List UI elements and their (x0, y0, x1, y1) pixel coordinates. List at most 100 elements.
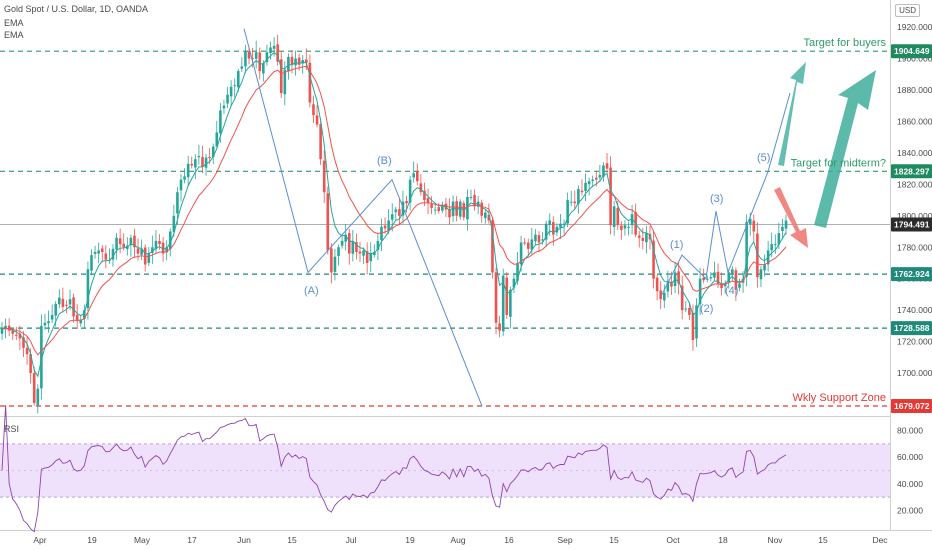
candle-body (29, 354, 32, 374)
wave-label: (B) (377, 155, 392, 167)
candle-body (555, 226, 559, 233)
price-tick-label: 1700.000 (897, 368, 932, 378)
candle-body (79, 319, 83, 324)
candle-body (161, 242, 165, 254)
candle-body (526, 242, 530, 249)
candle-body (688, 307, 691, 315)
candle-body (430, 204, 433, 208)
candle-body (115, 237, 118, 250)
candle-body (580, 190, 584, 193)
price-tick-label: 1780.000 (897, 242, 932, 252)
candle-body (22, 337, 25, 348)
wave-label: (1) (670, 239, 683, 251)
price-tick-label: 1920.000 (897, 22, 932, 32)
candle-body (591, 179, 594, 182)
candle-body (387, 220, 390, 231)
time-tick-label: 17 (187, 535, 197, 545)
time-tick-label: 19 (87, 535, 97, 545)
candle-body (219, 110, 222, 134)
arrows (774, 62, 876, 248)
candle-body (240, 66, 244, 69)
rsi-indicator-label[interactable]: RSI (4, 424, 20, 434)
candle-body (369, 253, 373, 262)
wave-label: (A) (304, 285, 319, 297)
time-tick-label: 15 (609, 535, 619, 545)
candle-body (562, 223, 566, 226)
candle-body (412, 173, 415, 178)
price-tag-label: 1828.297 (894, 166, 930, 176)
candle-body (544, 223, 548, 240)
ema-indicator-label-2[interactable]: EMA (4, 30, 24, 40)
candle-body (573, 201, 577, 204)
candle-body (494, 272, 498, 323)
candle-body (365, 251, 369, 263)
candle-body (487, 214, 491, 221)
candle-body (390, 214, 394, 220)
candle-body (57, 297, 61, 305)
candle-body (165, 247, 168, 253)
candle-body (641, 237, 645, 241)
candle-body (663, 292, 666, 301)
candle-body (136, 248, 140, 254)
candle-body (283, 69, 287, 95)
candle-body (433, 209, 437, 211)
candle-body (695, 305, 698, 339)
candle-body (147, 253, 151, 263)
symbol-title[interactable]: Gold Spot / U.S. Dollar, 1D, OANDA (4, 4, 149, 14)
candle-body (143, 247, 147, 265)
candle-body (605, 163, 609, 169)
candle-body (458, 201, 462, 217)
candle-body (394, 209, 398, 213)
candle-body (398, 209, 401, 216)
candle-body (584, 182, 587, 191)
candle-body (258, 52, 262, 72)
time-tick-label: May (134, 535, 151, 545)
candle-body (75, 314, 79, 322)
price-tick-label: 1900.000 (897, 54, 932, 64)
candle-body (40, 325, 43, 389)
candle-body (594, 177, 598, 180)
price-tick-label: 1740.000 (897, 305, 932, 315)
candle-body (380, 226, 383, 241)
candle-body (97, 250, 100, 254)
candle-body (279, 59, 283, 94)
candle-body (745, 222, 748, 277)
candle-body (784, 220, 788, 229)
level-annotation: Target for buyers (803, 37, 886, 49)
candles (0, 34, 788, 414)
currency-button[interactable]: USD (895, 4, 920, 17)
candle-body (451, 201, 455, 217)
price-tag-bg (891, 217, 932, 232)
candle-body (176, 192, 179, 214)
candle-body (47, 321, 50, 324)
candle-body (226, 94, 229, 104)
level-annotation: Target for midterm? (791, 157, 886, 169)
candle-body (294, 58, 297, 66)
time-tick-label: Aug (450, 535, 465, 545)
candle-body (684, 308, 688, 310)
candle-body (32, 372, 36, 403)
rsi-band (0, 443, 890, 498)
candle-body (727, 272, 731, 283)
candle-body (738, 283, 741, 288)
candle-body (426, 198, 430, 204)
candle-body (437, 207, 441, 212)
candle-body (208, 157, 211, 159)
candle-body (222, 105, 226, 109)
ema-indicator-label-1[interactable]: EMA (4, 18, 24, 28)
candle-body (254, 52, 258, 59)
price-tag-label: 1904.649 (894, 46, 930, 56)
candle-body (423, 190, 426, 201)
rsi-tick-label: 40.000 (897, 479, 923, 489)
candle-body (36, 388, 40, 406)
candle-body (265, 52, 269, 63)
candle-body (655, 277, 659, 292)
price-tick-label: 1720.000 (897, 337, 932, 347)
candle-body (118, 238, 122, 245)
candle-body (183, 176, 186, 180)
candle-body (65, 304, 68, 306)
candle-body (319, 124, 322, 160)
candle-body (197, 156, 201, 158)
candle-body (376, 240, 380, 251)
